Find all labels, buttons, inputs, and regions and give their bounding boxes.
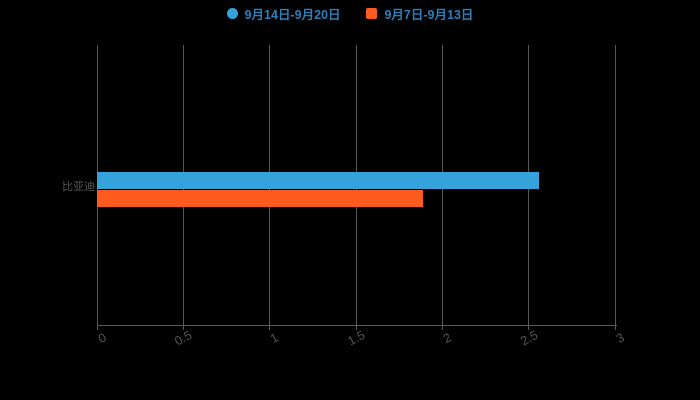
x-tick-label-5: 2.5	[518, 327, 541, 349]
plot-area	[97, 45, 616, 325]
x-tick-label-0: 0	[95, 330, 109, 346]
x-tick-label-3: 1.5	[345, 327, 368, 349]
y-axis-category-label: 比亚迪	[62, 181, 95, 193]
legend-label-series-2: 9月7日-9月13日	[384, 8, 474, 22]
legend-label-series-1: 9月14日-9月20日	[244, 8, 341, 22]
circle-marker-icon	[226, 8, 238, 19]
x-tick-label-2: 1	[267, 330, 281, 346]
x-tick-2	[269, 325, 270, 330]
legend-item-series-2[interactable]: 9月7日-9月13日	[366, 4, 473, 23]
bar-series-1[interactable]	[97, 172, 539, 189]
x-tick-3	[356, 325, 357, 330]
x-tick-5	[528, 325, 529, 330]
x-tick-label-4: 2	[440, 330, 454, 346]
x-tick-label-6: 3	[613, 330, 627, 346]
x-tick-label-1: 0.5	[172, 327, 195, 349]
chart-legend: 9月14日-9月20日 9月7日-9月13日	[0, 4, 700, 23]
x-tick-1	[183, 325, 184, 330]
x-tick-6	[615, 325, 616, 330]
x-tick-4	[442, 325, 443, 330]
bar-series-2[interactable]	[97, 190, 423, 207]
square-marker-icon	[366, 8, 378, 19]
legend-item-series-1[interactable]: 9月14日-9月20日	[226, 4, 341, 23]
x-axis-line	[97, 325, 617, 326]
x-tick-0	[97, 325, 98, 330]
gridline-6	[615, 45, 616, 325]
